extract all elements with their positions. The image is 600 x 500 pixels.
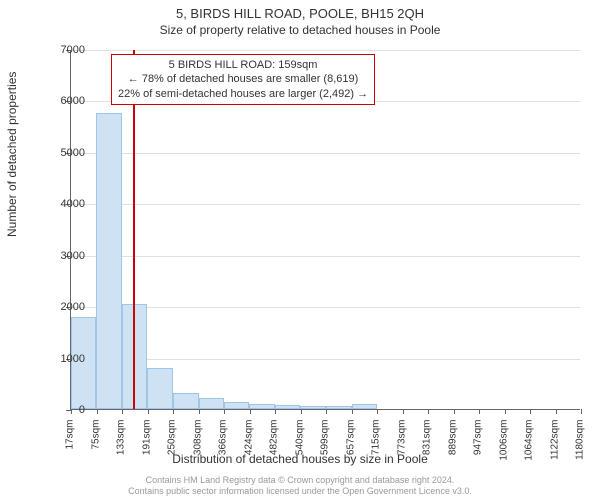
x-tick-label: 366sqm	[218, 420, 229, 470]
histogram-bar	[147, 368, 173, 409]
y-tick-label: 6000	[35, 95, 85, 107]
x-tick-mark	[352, 409, 353, 414]
y-tick-label: 1000	[35, 353, 85, 365]
x-tick-mark	[377, 409, 378, 414]
histogram-bar	[249, 404, 274, 409]
y-axis-label: Number of detached properties	[5, 72, 19, 237]
x-tick-label: 715sqm	[371, 420, 382, 470]
x-tick-mark	[454, 409, 455, 414]
x-tick-label: 308sqm	[192, 420, 203, 470]
x-tick-mark	[581, 409, 582, 414]
x-tick-mark	[479, 409, 480, 414]
y-tick-label: 4000	[35, 198, 85, 210]
histogram-bar	[199, 398, 224, 409]
x-tick-label: 1064sqm	[524, 420, 535, 470]
x-tick-label: 424sqm	[243, 420, 254, 470]
x-tick-mark	[428, 409, 429, 414]
chart-container: 5, BIRDS HILL ROAD, POOLE, BH15 2QH Size…	[0, 0, 600, 500]
x-tick-label: 1180sqm	[575, 420, 586, 470]
y-tick-label: 5000	[35, 147, 85, 159]
histogram-bar	[96, 113, 121, 409]
x-tick-label: 889sqm	[447, 420, 458, 470]
x-tick-label: 75sqm	[90, 420, 101, 470]
annotation-line2: ← 78% of detached houses are smaller (8,…	[118, 72, 368, 86]
histogram-bar	[173, 393, 198, 409]
x-tick-mark	[173, 409, 174, 414]
grid-line	[71, 307, 580, 308]
chart-title: 5, BIRDS HILL ROAD, POOLE, BH15 2QH	[0, 0, 600, 21]
grid-line	[71, 256, 580, 257]
x-tick-label: 599sqm	[320, 420, 331, 470]
x-tick-mark	[530, 409, 531, 414]
chart-subtitle: Size of property relative to detached ho…	[0, 21, 600, 37]
annotation-line1: 5 BIRDS HILL ROAD: 159sqm	[118, 58, 368, 72]
x-tick-mark	[122, 409, 123, 414]
x-tick-mark	[556, 409, 557, 414]
y-tick-label: 7000	[35, 44, 85, 56]
histogram-bar	[275, 405, 300, 409]
histogram-bar	[326, 406, 351, 409]
histogram-bar	[352, 404, 377, 409]
footer-line1: Contains HM Land Registry data © Crown c…	[0, 475, 600, 487]
x-tick-label: 250sqm	[167, 420, 178, 470]
x-tick-label: 1122sqm	[549, 420, 560, 470]
x-tick-mark	[97, 409, 98, 414]
x-tick-mark	[275, 409, 276, 414]
plot-area: 5 BIRDS HILL ROAD: 159sqm ← 78% of detac…	[70, 50, 580, 410]
y-tick-label: 3000	[35, 250, 85, 262]
x-tick-mark	[301, 409, 302, 414]
x-tick-label: 540sqm	[294, 420, 305, 470]
grid-line	[71, 359, 580, 360]
footer-line2: Contains public sector information licen…	[0, 486, 600, 498]
annotation-box: 5 BIRDS HILL ROAD: 159sqm ← 78% of detac…	[111, 54, 375, 105]
x-tick-mark	[199, 409, 200, 414]
histogram-bar	[224, 402, 249, 409]
x-tick-mark	[403, 409, 404, 414]
x-tick-label: 773sqm	[396, 420, 407, 470]
y-tick-label: 2000	[35, 301, 85, 313]
x-tick-mark	[326, 409, 327, 414]
grid-line	[71, 204, 580, 205]
footer: Contains HM Land Registry data © Crown c…	[0, 475, 600, 498]
x-tick-mark	[224, 409, 225, 414]
grid-line	[71, 153, 580, 154]
x-tick-label: 657sqm	[345, 420, 356, 470]
histogram-bar	[300, 406, 326, 409]
x-tick-label: 17sqm	[65, 420, 76, 470]
x-tick-label: 191sqm	[141, 420, 152, 470]
y-tick-label: 0	[35, 404, 85, 416]
grid-line	[71, 50, 580, 51]
x-tick-label: 133sqm	[116, 420, 127, 470]
x-tick-mark	[250, 409, 251, 414]
x-tick-mark	[505, 409, 506, 414]
x-tick-label: 947sqm	[473, 420, 484, 470]
annotation-line3: 22% of semi-detached houses are larger (…	[118, 87, 368, 101]
x-tick-label: 831sqm	[422, 420, 433, 470]
x-tick-label: 1006sqm	[498, 420, 509, 470]
x-tick-mark	[148, 409, 149, 414]
x-tick-label: 482sqm	[269, 420, 280, 470]
